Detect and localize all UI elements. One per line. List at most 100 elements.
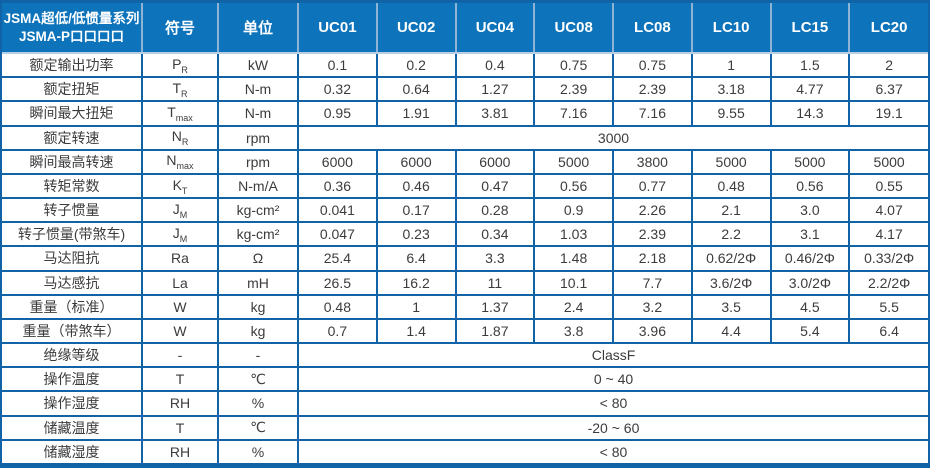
unit-cell: N-m [218, 77, 299, 103]
symbol-subscript: max [175, 112, 193, 123]
value-cell: 0.75 [534, 53, 614, 79]
symbol-cell: T [142, 367, 219, 393]
symbol-cell: T [142, 415, 219, 441]
value-cell: 5.4 [770, 318, 851, 345]
value-cell: 0.1 [298, 53, 378, 79]
spec-row: 操作湿度 RH% < 80 [2, 391, 928, 417]
unit-cell: kW [218, 53, 299, 79]
spec-label-cell: 瞬间最大扭矩 [2, 101, 143, 127]
value-cell: 0.95 [298, 101, 378, 127]
value-cell: 7.16 [534, 101, 614, 127]
value-cell: 2.39 [613, 77, 693, 103]
symbol-cell: W [142, 318, 219, 345]
span-value-cell: < 80 [298, 391, 928, 417]
motor-spec-table: JSMA超低/低惯量系列 JSMA-P口口口口 符号 单位 UC01 UC02 UC… [2, 3, 928, 463]
value-cell: 6000 [376, 149, 457, 175]
value-cell: 1.87 [455, 318, 536, 345]
unit-cell: kg-cm² [218, 222, 299, 248]
spec-label-cell: 转矩常数 [2, 173, 143, 200]
value-cell: 3.81 [455, 101, 536, 127]
value-cell: 0.23 [376, 222, 457, 248]
value-cell: 7.16 [613, 101, 693, 127]
value-cell: 3.18 [691, 77, 772, 103]
value-cell: 0.56 [770, 173, 851, 200]
spec-label-cell: 马达阻抗 [2, 246, 143, 272]
symbol-column-header: 符号 [142, 3, 219, 54]
value-cell: 1.37 [455, 294, 536, 320]
spec-row: 转子惯量(带煞车) JM kg-cm² 0.047 0.23 0.34 1.03 2.39 2.… [2, 222, 928, 248]
value-cell: 3.3 [455, 246, 536, 272]
value-cell: 26.5 [298, 270, 378, 296]
symbol-cell: JM [142, 222, 219, 248]
spec-label-cell: 操作湿度 [2, 391, 143, 417]
value-cell: 0.9 [534, 198, 614, 224]
unit-cell: rpm [218, 149, 299, 175]
value-cell: 2.26 [613, 198, 693, 224]
unit-cell: % [218, 391, 299, 417]
symbol-cell: Tmax [142, 101, 219, 127]
value-cell: 0.33/2Φ [849, 246, 928, 272]
span-value-cell: < 80 [599, 443, 628, 460]
value-cell: 2.18 [613, 246, 693, 272]
value-cell: 3.1 [770, 222, 851, 248]
series-title-line1: JSMA超低/低惯量系列 [3, 10, 140, 26]
value-cell: 11 [455, 270, 536, 296]
value-cell: 5000 [534, 149, 614, 175]
spec-row: 储藏温度 T ℃ -20 ~ 60 [2, 415, 928, 441]
value-cell: 6000 [455, 149, 536, 175]
symbol-cell: - [142, 343, 219, 369]
series-title: JSMA超低/低惯量系列 JSMA-P口口口口 [2, 3, 143, 54]
value-cell: 0.46/2Φ [770, 246, 851, 272]
value-cell: 7.7 [613, 270, 693, 296]
value-cell: 10.1 [534, 270, 614, 296]
value-cell: 0.047 [298, 222, 378, 248]
value-cell: 16.2 [376, 270, 457, 296]
value-cell: 0.48 [298, 294, 378, 320]
spec-label-cell: 储藏湿度 [2, 439, 143, 463]
value-cell: 1 [376, 294, 457, 320]
spec-label-cell: 转子惯量(带煞车) [2, 222, 143, 248]
value-cell: 3.5 [691, 294, 772, 320]
value-cell: 14.3 [770, 101, 851, 127]
value-cell: 3800 [613, 149, 693, 175]
symbol-cell: W [142, 294, 219, 320]
symbol-subscript: M [179, 209, 188, 220]
value-cell: 3.6/2Φ [691, 270, 772, 296]
model-column-header: LC08 [613, 3, 693, 54]
value-cell: 0.62/2Φ [691, 246, 772, 272]
spec-label-cell: 马达感抗 [2, 270, 143, 296]
value-cell: 0.2 [376, 53, 457, 79]
symbol-cell: RH [142, 391, 219, 417]
spec-row: 额定输出功率 PR kW 0.1 0.2 0.4 0.75 0.75 1 1.5 2 [2, 53, 928, 79]
symbol-cell: Ra [142, 246, 219, 272]
unit-cell: Ω [218, 246, 299, 272]
spec-row: 转子惯量 JM kg-cm² 0.041 0.17 0.28 0.9 2.26 2.1 3.0 4.… [2, 198, 928, 224]
spec-row: 马达阻抗 Ra Ω 25.4 6.4 3.3 1.48 2.18 0.62/2Φ 0.46/2Φ 0… [2, 246, 928, 272]
span-value-cell: -20 ~ 60 [298, 415, 928, 441]
value-cell: 1.27 [455, 77, 536, 103]
symbol-cell: PR [142, 53, 219, 79]
value-cell: 4.07 [849, 198, 928, 224]
value-cell: 5.5 [849, 294, 928, 320]
unit-cell: N-m [218, 101, 299, 127]
spec-row: 转矩常数 KT N-m/A 0.36 0.46 0.47 0.56 0.77 0.48 0.56 0… [2, 173, 928, 200]
value-cell: 0.17 [376, 198, 457, 224]
model-column-header: UC02 [376, 3, 457, 54]
model-column-header: UC04 [455, 3, 536, 54]
value-cell: 4.4 [691, 318, 772, 345]
unit-column-header: 单位 [218, 3, 299, 54]
model-column-header: LC10 [691, 3, 772, 54]
symbol-subscript: R [181, 137, 189, 147]
value-cell: 1.91 [376, 101, 457, 127]
model-column-header: UC01 [298, 3, 378, 54]
spec-table-body: 额定输出功率 PR kW 0.1 0.2 0.4 0.75 0.75 1 1.5 2 额定扭矩 TR N-… [2, 53, 928, 463]
value-cell: 0.55 [849, 173, 928, 200]
symbol-cell: KT [142, 173, 219, 200]
unit-cell: kg [218, 294, 299, 320]
symbol-cell: RH [142, 439, 219, 463]
value-cell: 2.2/2Φ [849, 270, 928, 296]
span-value-cell: 0 ~ 40 [298, 367, 928, 393]
value-cell: 0.28 [455, 198, 536, 224]
